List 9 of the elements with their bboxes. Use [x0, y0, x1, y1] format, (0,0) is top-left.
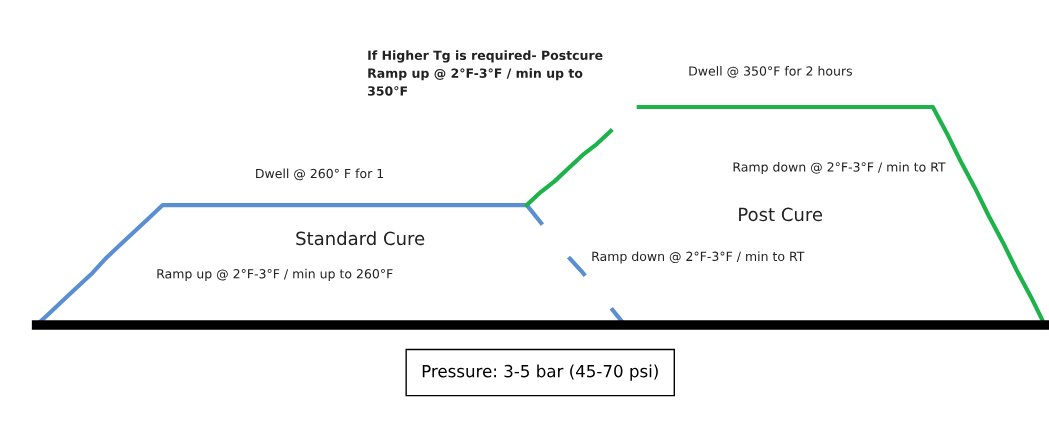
annotation: Ramp down @ 2°F-3°F / min to RT [733, 161, 946, 175]
annotation: Dwell @ 260° F for 1 [256, 168, 384, 181]
text: Dwell @ 350°F for 2 hours [689, 66, 852, 78]
text: Pressure: 3-5 bar (45-70 psi) [422, 364, 658, 381]
annotation: Ramp up @ 2°F-3°F / min up to 260°F [157, 268, 393, 281]
annotation: Standard Cure [296, 231, 425, 246]
annotation: Ramp down @ 2°F-3°F / min to RT [592, 251, 805, 264]
annotation: Post Cure [739, 207, 823, 222]
text: If Higher Tg is required- Postcure Ramp up @ 2°F-3°F / min up to 350°F [367, 50, 603, 96]
